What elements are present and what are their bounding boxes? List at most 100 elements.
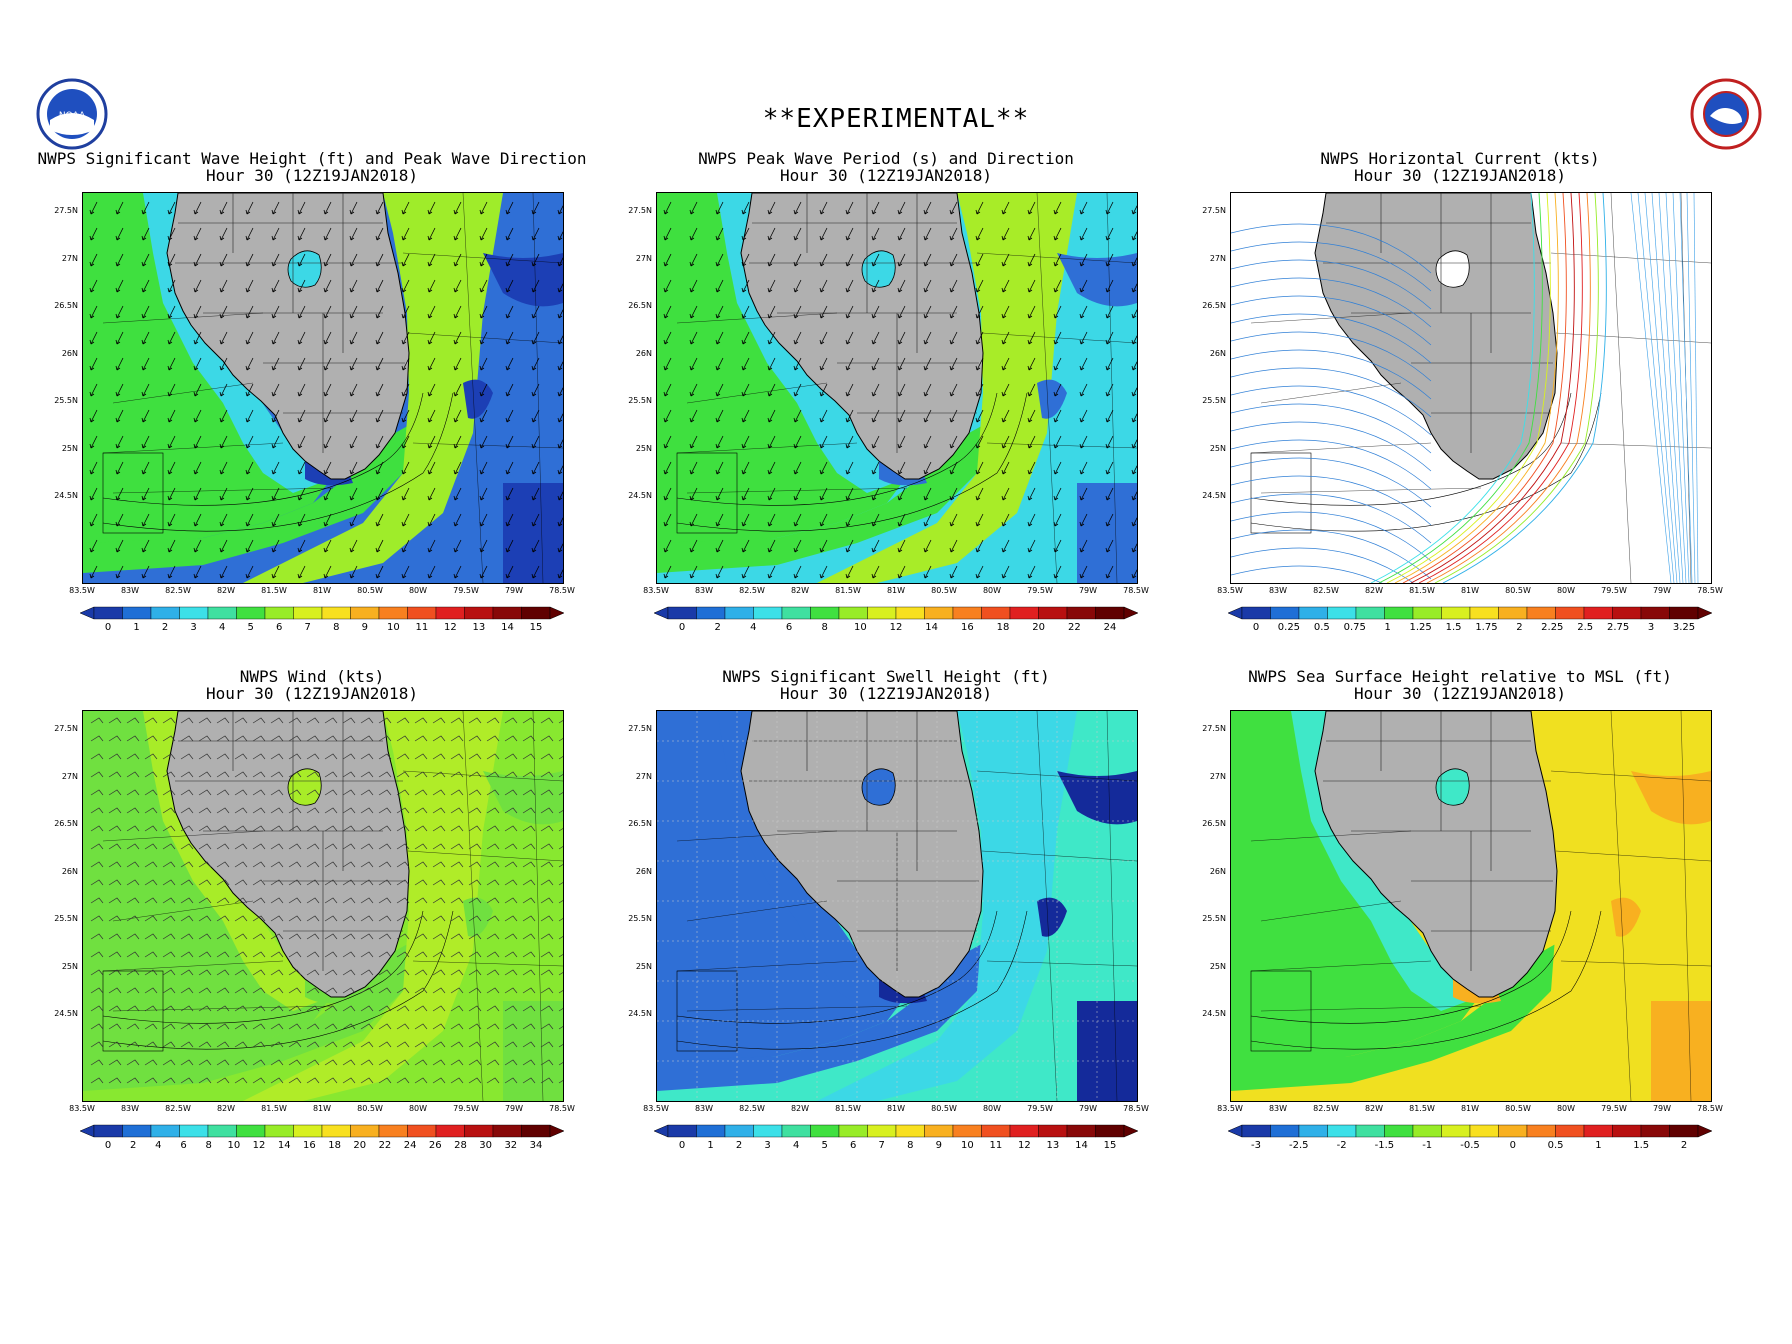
lon-tick-label: 83W	[694, 586, 714, 595]
lon-tick-label: 80.5W	[931, 1104, 957, 1113]
colorbar-tick-label: 8	[821, 622, 828, 633]
lon-tick-label: 79W	[1078, 1104, 1098, 1113]
colorbar-tick-label: 10	[386, 622, 400, 633]
colorbar-tick-label: -3	[1251, 1140, 1261, 1151]
colorbar-tick-label: 10	[853, 622, 867, 633]
lon-tick-label: 82W	[1364, 586, 1384, 595]
colorbar-tick-label: 2	[714, 622, 721, 633]
colorbar-tick-label: 6	[180, 1140, 187, 1151]
lon-tick-label: 82.5W	[739, 1104, 765, 1113]
lat-tick-label: 27.5N	[1202, 206, 1226, 215]
lon-tick-label: 80W	[1556, 586, 1576, 595]
lon-tick-label: 80W	[982, 586, 1002, 595]
lat-tick-label: 24.5N	[628, 491, 652, 500]
lon-tick-label: 82W	[1364, 1104, 1384, 1113]
colorbar-tick-label: 3	[190, 622, 197, 633]
lon-tick-label: 82W	[216, 586, 236, 595]
panel-title: NWPS Peak Wave Period (s) and Direction H…	[606, 150, 1166, 184]
lon-tick-label: 79.5W	[1601, 586, 1627, 595]
panel-current: NWPS Horizontal Current (kts) Hour 30 (12…	[1180, 150, 1740, 660]
colorbar-tick-label: -0.5	[1460, 1140, 1480, 1151]
panel-title-line1: NWPS Significant Swell Height (ft)	[722, 667, 1050, 686]
colorbar	[1228, 1124, 1712, 1138]
lon-tick-label: 80.5W	[357, 586, 383, 595]
lon-tick-label: 81W	[312, 586, 332, 595]
colorbar-tick-label: 2	[735, 1140, 743, 1151]
colorbar	[1228, 606, 1712, 620]
lon-tick-label: 80W	[408, 1104, 428, 1113]
colorbar-tick-label: 13	[472, 622, 486, 633]
colorbar-tick-label: 8	[907, 1140, 914, 1151]
colorbar-tick-label: 1.5	[1445, 622, 1462, 633]
lat-tick-label: 24.5N	[54, 491, 78, 500]
lon-tick-label: 83W	[120, 586, 140, 595]
colorbar	[654, 606, 1138, 620]
lon-tick-label: 78.5W	[1123, 1104, 1149, 1113]
colorbar-tick-label: -2.5	[1289, 1140, 1309, 1151]
colorbar-tick-label: 1	[707, 1140, 714, 1151]
lon-tick-label: 83.5W	[1217, 586, 1243, 595]
lon-tick-label: 79.5W	[453, 586, 479, 595]
panel-title-line2: Hour 30 (12Z19JAN2018)	[1354, 684, 1566, 703]
lat-tick-label: 26N	[1209, 348, 1226, 358]
lon-tick-label: 81.5W	[835, 1104, 861, 1113]
panel-title-line1: NWPS Wind (kts)	[239, 667, 385, 686]
lat-tick-label: 27N	[61, 253, 78, 263]
lon-tick-label: 81W	[886, 586, 906, 595]
lon-tick-label: 80.5W	[1505, 586, 1531, 595]
colorbar-tick-label: 16	[303, 1140, 316, 1151]
colorbar	[80, 1124, 564, 1138]
lat-tick-label: 26.5N	[54, 301, 78, 310]
nws-logo	[1690, 78, 1762, 150]
lat-tick-label: 25.5N	[54, 396, 78, 405]
lat-tick-label: 25.5N	[1202, 914, 1226, 923]
colorbar-tick-label: 2	[129, 1140, 137, 1151]
lat-tick-label: 27.5N	[54, 724, 78, 733]
colorbar-tick-label: 18	[996, 622, 1010, 633]
lon-tick-label: 78.5W	[1697, 1104, 1723, 1113]
noaa-logo-text: NOAA	[59, 111, 86, 121]
lat-tick-label: 25.5N	[54, 914, 78, 923]
lon-tick-label: 82.5W	[165, 586, 191, 595]
lat-tick-label: 26N	[635, 348, 652, 358]
lon-tick-label: 80W	[1556, 1104, 1576, 1113]
lon-tick-label: 79W	[504, 1104, 524, 1113]
lat-tick-label: 27.5N	[628, 206, 652, 215]
lat-tick-label: 24.5N	[54, 1009, 78, 1018]
panel-wave-height: NWPS Significant Wave Height (ft) and Pe…	[32, 150, 592, 660]
colorbar-tick-label: 12	[1018, 1140, 1031, 1151]
panel-title-line2: Hour 30 (12Z19JAN2018)	[206, 166, 418, 185]
colorbar-tick-label: 0.25	[1277, 622, 1301, 633]
colorbar-tick-label: 12	[252, 1140, 266, 1151]
colorbar-tick-label: 1	[1595, 1140, 1602, 1151]
colorbar-tick-label: 3	[1647, 622, 1655, 633]
lon-tick-label: 82.5W	[1313, 1104, 1339, 1113]
lat-tick-label: 27.5N	[628, 724, 652, 733]
lon-tick-label: 81.5W	[1409, 1104, 1435, 1113]
colorbar-tick-label: 12	[444, 622, 457, 633]
colorbar-tick-label: 14	[501, 622, 514, 633]
lat-tick-label: 27.5N	[54, 206, 78, 215]
lat-tick-label: 26.5N	[628, 301, 652, 310]
noaa-logo: NOAA	[36, 78, 108, 150]
lon-tick-label: 83W	[694, 1104, 714, 1113]
colorbar-tick-label: 26	[428, 1140, 442, 1151]
colorbar-tick-label: 15	[1103, 1140, 1117, 1151]
lat-tick-label: 27.5N	[1202, 724, 1226, 733]
colorbar-tick-label: 11	[989, 1140, 1003, 1151]
lat-tick-label: 25N	[1209, 961, 1226, 971]
lat-tick-label: 27N	[1209, 253, 1226, 263]
lon-tick-label: 78.5W	[549, 586, 575, 595]
lat-tick-label: 26.5N	[628, 819, 652, 828]
lon-tick-label: 82W	[790, 586, 810, 595]
colorbar-tick-label: 1.5	[1633, 1140, 1650, 1151]
map-plot	[82, 192, 564, 584]
colorbar-tick-label: 4	[792, 1140, 800, 1151]
lon-tick-label: 79.5W	[1601, 1104, 1627, 1113]
colorbar-tick-label: 28	[454, 1140, 467, 1151]
lon-tick-label: 82.5W	[165, 1104, 191, 1113]
colorbar-tick-label: 9	[361, 622, 368, 633]
panel-title: NWPS Sea Surface Height relative to MSL …	[1180, 668, 1740, 702]
colorbar-tick-label: 32	[504, 1140, 518, 1151]
colorbar-tick-label: 3	[764, 1140, 771, 1151]
